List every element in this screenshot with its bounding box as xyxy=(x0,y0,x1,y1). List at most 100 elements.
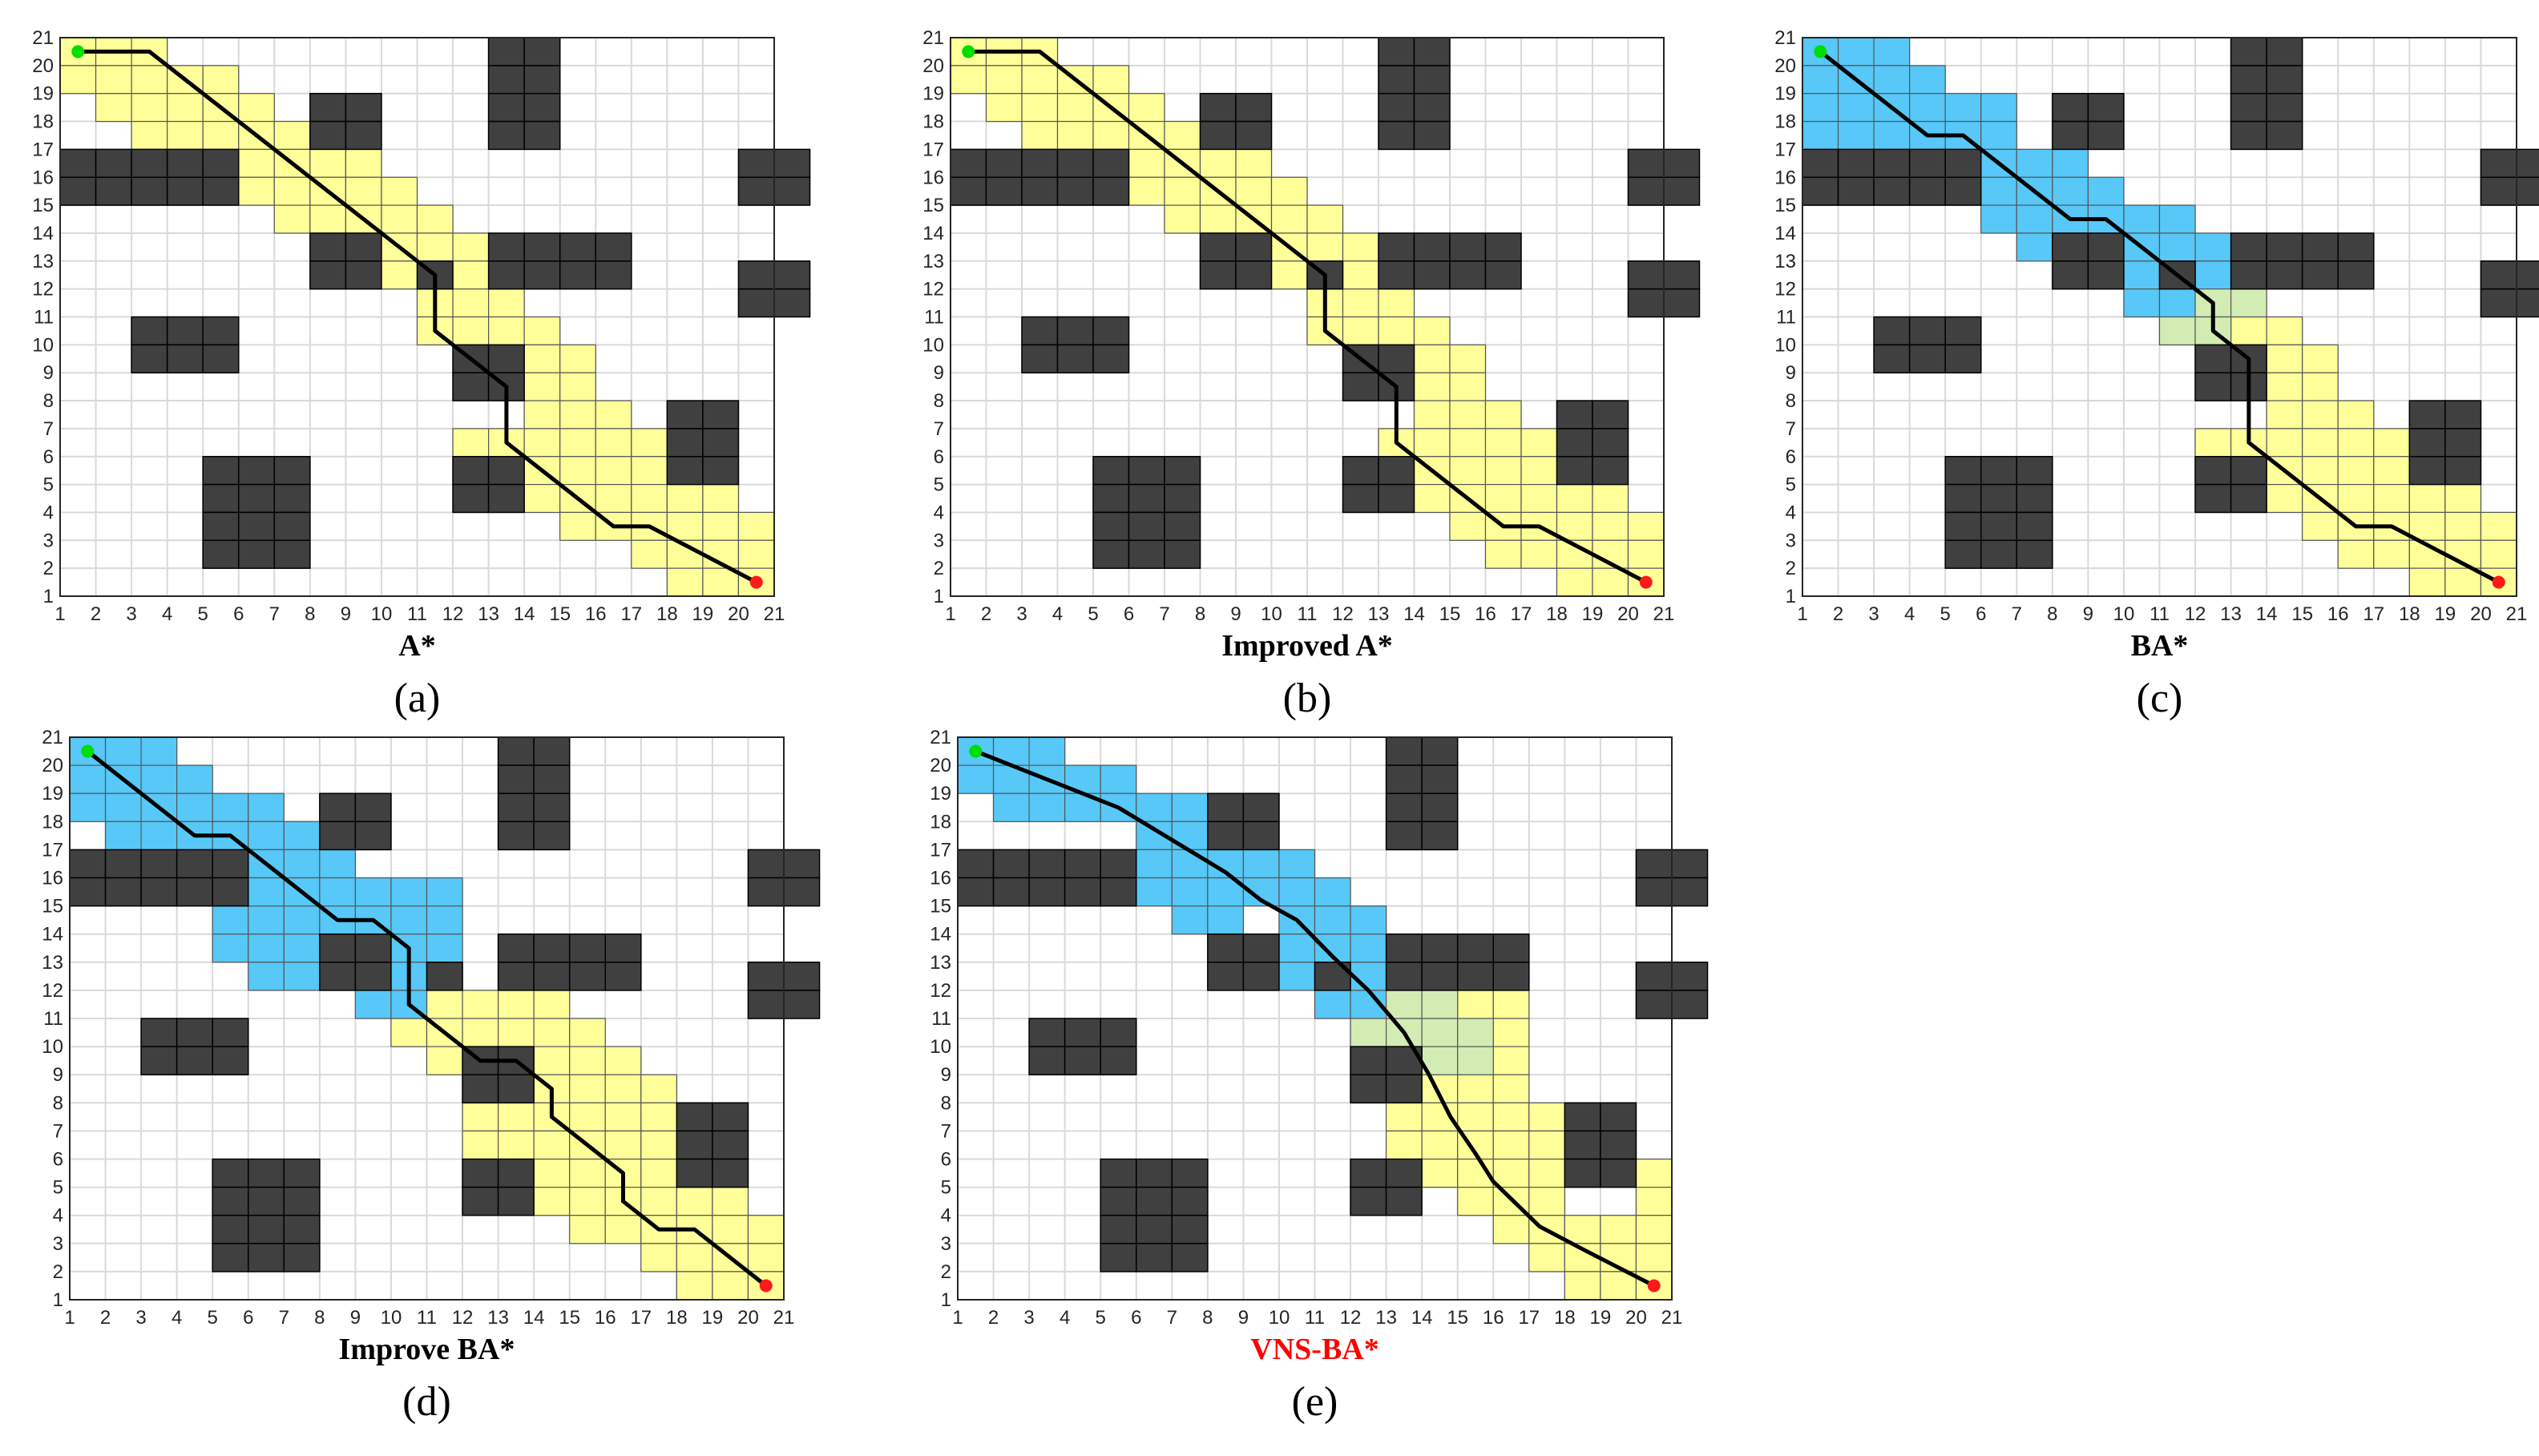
explored-cell-backward xyxy=(1350,934,1387,963)
explored-cell-forward xyxy=(1378,288,1415,318)
x-tick-label: 10 xyxy=(2113,603,2135,625)
goal-marker xyxy=(1639,575,1653,589)
explored-cell-forward xyxy=(1342,260,1379,290)
explored-cell-forward xyxy=(1164,204,1201,234)
obstacle-cell xyxy=(2087,232,2125,262)
obstacle-cell xyxy=(1056,344,1094,373)
obstacle-cell xyxy=(462,1186,499,1216)
explored-cell-backward xyxy=(176,764,213,794)
obstacle-cell-group xyxy=(1802,37,2539,569)
explored-cell-forward xyxy=(640,1102,677,1132)
y-tick-label: 11 xyxy=(1776,307,1796,329)
obstacle-cell xyxy=(747,877,785,907)
explored-cell-backward xyxy=(2194,232,2232,262)
obstacle-cell xyxy=(309,260,347,290)
explored-cell-backward xyxy=(69,764,107,794)
obstacle-cell xyxy=(783,962,821,991)
explored-cell-forward xyxy=(1449,372,1487,401)
obstacle-cell xyxy=(1944,176,1982,206)
explored-cell-backward xyxy=(1802,120,1839,151)
obstacle-cell xyxy=(345,92,382,123)
explored-cell-forward xyxy=(2444,483,2482,514)
obstacle-cell xyxy=(1092,539,1130,569)
obstacle-cell xyxy=(1199,120,1237,151)
obstacle-cell xyxy=(1028,1046,1066,1075)
x-tick-label: 21 xyxy=(764,603,785,625)
explored-cell-forward xyxy=(2408,511,2446,541)
explored-cell-forward xyxy=(1270,204,1308,234)
tick-labels: 1 2 3 4 5 6 7 8 9 10 11 12 13 14 15 16 17 18 19 20 211234567… xyxy=(42,727,794,1329)
obstacle-cell xyxy=(1671,962,1709,991)
x-tick-label: 7 xyxy=(279,1307,289,1329)
obstacle-cell xyxy=(238,511,276,542)
obstacle-cell xyxy=(1350,1158,1387,1188)
obstacle-cell xyxy=(140,849,178,879)
plot-frame xyxy=(59,37,775,597)
explored-cell-forward xyxy=(2444,567,2482,597)
y-tick-label: 12 xyxy=(922,279,944,300)
obstacle-cell xyxy=(202,483,240,514)
obstacle-cell xyxy=(202,511,240,542)
y-tick-label: 19 xyxy=(42,783,63,805)
panel-title: A* xyxy=(398,629,435,663)
obstacle-cell xyxy=(1635,990,1673,1019)
explored-cell-backward xyxy=(390,905,428,935)
explored-cell-forward xyxy=(2302,428,2339,458)
y-tick-label: 8 xyxy=(43,390,54,412)
obstacle-cell xyxy=(1100,877,1137,907)
explored-cell-forward xyxy=(533,1046,571,1075)
x-tick-label: 12 xyxy=(452,1307,474,1329)
obstacle-cell xyxy=(1635,877,1673,907)
obstacle-cell xyxy=(2408,456,2446,486)
explored-cell-backward xyxy=(1802,93,1839,123)
obstacle-cell-group xyxy=(957,736,1709,1272)
y-tick-label: 19 xyxy=(32,83,54,105)
explored-cell-forward xyxy=(2337,428,2375,458)
explored-cell-forward xyxy=(1564,1215,1601,1244)
x-tick-label: 20 xyxy=(1625,1307,1647,1329)
x-tick-label: 11 xyxy=(407,603,427,625)
explored-cell-forward xyxy=(533,990,571,1019)
explored-cell-backward xyxy=(1909,65,1946,95)
explored-cell-backward xyxy=(1873,65,1911,95)
obstacle-cell xyxy=(319,933,357,963)
explored-cell-forward xyxy=(2373,483,2410,514)
x-tick-label: 8 xyxy=(1195,603,1205,625)
explored-cell-forward xyxy=(2480,539,2517,569)
explored-cell-forward xyxy=(1520,428,1558,458)
explored-cell-backward xyxy=(1909,93,1946,123)
x-tick-label: 17 xyxy=(1518,1307,1540,1329)
obstacle-cell xyxy=(2194,483,2232,514)
explored-cell-forward xyxy=(712,1186,749,1216)
y-tick-label: 8 xyxy=(53,1092,63,1114)
obstacle-cell xyxy=(345,260,382,290)
explored-cell-forward xyxy=(631,456,668,486)
obstacle-cell xyxy=(712,1158,749,1188)
y-tick-label: 11 xyxy=(43,1008,63,1030)
explored-cell-forward xyxy=(2337,456,2375,486)
planned-path xyxy=(85,749,769,1288)
explored-cell-forward xyxy=(950,65,987,95)
obstacle-cell xyxy=(1100,1214,1137,1244)
x-tick-label: 21 xyxy=(1661,1307,1683,1329)
x-tick-label: 2 xyxy=(100,1307,111,1329)
obstacle-cell xyxy=(1064,877,1101,907)
x-tick-label: 11 xyxy=(1305,1307,1325,1329)
obstacle-cell xyxy=(202,344,240,373)
explored-cell-backward xyxy=(283,905,321,935)
y-tick-label: 16 xyxy=(930,868,951,889)
obstacle-cell xyxy=(1944,316,1982,346)
explored-cell-forward xyxy=(95,93,132,123)
explored-cell-forward xyxy=(1449,456,1487,486)
explored-cell-forward xyxy=(1342,316,1379,345)
obstacle-cell xyxy=(1378,260,1415,290)
obstacle-cell xyxy=(309,120,347,151)
explored-cell-forward xyxy=(1635,1243,1673,1272)
obstacle-cell xyxy=(487,483,525,514)
obstacle-cell xyxy=(2408,428,2446,458)
x-tick-label: 20 xyxy=(2470,603,2492,625)
obstacle-cell xyxy=(1242,933,1280,963)
obstacle-cell xyxy=(1128,511,1165,542)
y-tick-label: 15 xyxy=(32,195,54,216)
x-tick-label: 13 xyxy=(487,1307,509,1329)
